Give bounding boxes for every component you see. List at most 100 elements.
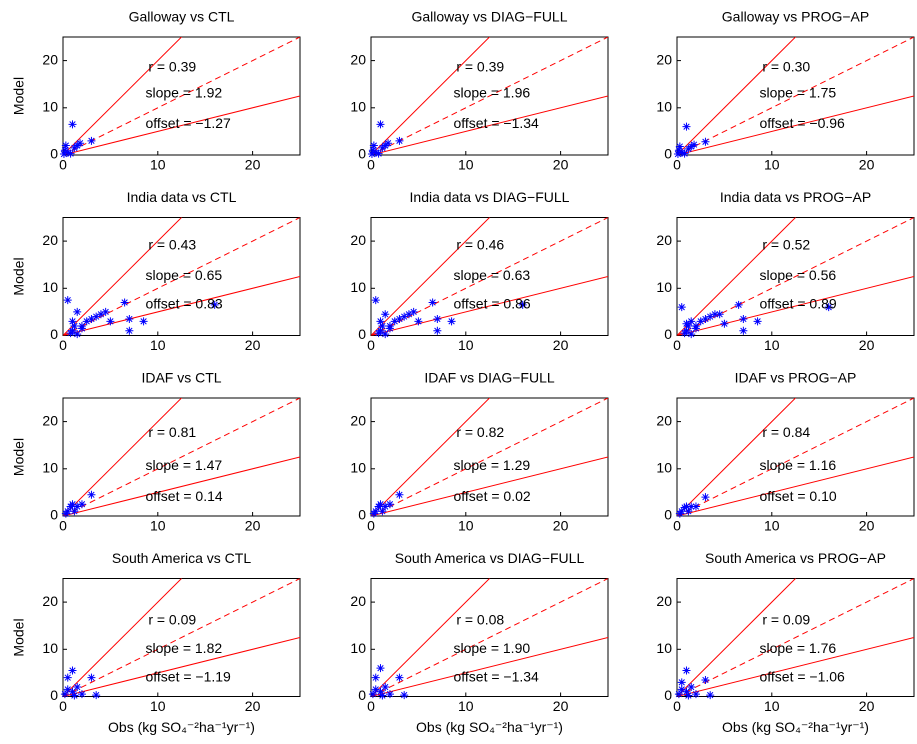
- annotation: r = 0.84: [762, 424, 810, 440]
- x-tick-label: 10: [150, 157, 166, 173]
- point: [371, 685, 380, 694]
- y-tick-label: 10: [42, 279, 58, 295]
- y-tick-label: 0: [50, 507, 58, 523]
- point: [68, 687, 77, 696]
- point: [701, 137, 710, 146]
- point: [753, 317, 762, 326]
- y-tick-label: 20: [350, 51, 366, 67]
- plot-area: [677, 578, 914, 697]
- reference-line: [371, 95, 608, 155]
- reference-line: [63, 637, 300, 697]
- point: [684, 322, 693, 331]
- plot-area: [677, 37, 914, 155]
- x-tick-label: 20: [553, 337, 569, 353]
- y-tick-label: 10: [42, 460, 58, 476]
- reference-line: [677, 37, 797, 155]
- plot-area: [677, 398, 914, 516]
- point: [706, 312, 715, 321]
- point: [675, 142, 684, 151]
- annotation: offset = 0.14: [145, 488, 222, 504]
- y-tick-label: 0: [664, 326, 672, 342]
- annotation: offset = 0.10: [759, 488, 836, 504]
- x-tick-label: 0: [367, 698, 375, 714]
- point: [715, 310, 724, 319]
- annotation: r = 0.52: [762, 237, 810, 253]
- reference-line: [677, 398, 797, 516]
- point: [701, 314, 710, 323]
- point: [371, 507, 380, 516]
- point: [824, 303, 833, 312]
- x-tick-label: 10: [458, 698, 474, 714]
- reference-line: [371, 637, 608, 697]
- point: [77, 500, 86, 509]
- point: [70, 322, 79, 331]
- plot-area: [371, 398, 608, 516]
- point: [414, 317, 423, 326]
- x-tick-label: 20: [859, 157, 875, 173]
- point: [376, 326, 385, 335]
- plot-area: [63, 398, 300, 516]
- annotation: slope = 0.65: [145, 267, 222, 283]
- x-tick-label: 0: [367, 518, 375, 534]
- point: [395, 314, 404, 323]
- chart-title: South America vs CTL: [112, 550, 251, 566]
- point: [106, 317, 115, 326]
- reference-line: [677, 398, 914, 516]
- point: [139, 317, 148, 326]
- point: [381, 310, 390, 319]
- point: [381, 683, 390, 692]
- annotation: r = 0.82: [456, 424, 504, 440]
- point: [673, 150, 682, 159]
- reference-line: [677, 276, 914, 336]
- point: [381, 330, 390, 339]
- point: [687, 683, 696, 692]
- annotation: offset = 0.89: [759, 296, 836, 312]
- annotation: slope = 1.76: [759, 640, 836, 656]
- point: [682, 122, 691, 131]
- point: [87, 673, 96, 682]
- x-tick-label: 10: [764, 337, 780, 353]
- point: [92, 312, 101, 321]
- chart-title: South America vs DIAG−FULL: [395, 550, 585, 566]
- reference-line: [63, 276, 300, 336]
- x-tick-label: 0: [367, 157, 375, 173]
- x-tick-label: 0: [673, 337, 681, 353]
- reference-line: [371, 398, 608, 516]
- y-tick-label: 10: [656, 460, 672, 476]
- point: [68, 326, 77, 335]
- chart-title: IDAF vs PROG−AP: [735, 370, 857, 386]
- annotation: offset = −1.34: [453, 115, 539, 131]
- point: [680, 503, 689, 512]
- y-axis-label: Model: [11, 77, 27, 115]
- point: [428, 298, 437, 307]
- y-tick-label: 20: [656, 51, 672, 67]
- x-tick-label: 10: [764, 518, 780, 534]
- point: [77, 690, 86, 699]
- y-tick-label: 0: [664, 146, 672, 162]
- y-tick-label: 10: [656, 99, 672, 115]
- annotation: slope = 0.56: [759, 267, 836, 283]
- y-tick-label: 0: [358, 146, 366, 162]
- point: [674, 690, 683, 699]
- point: [70, 507, 79, 516]
- y-tick-label: 20: [42, 51, 58, 67]
- annotation: r = 0.08: [456, 612, 504, 628]
- point: [682, 687, 691, 696]
- point: [381, 502, 390, 511]
- point: [371, 148, 380, 157]
- y-tick-label: 0: [358, 687, 366, 703]
- y-axis-label: Model: [11, 438, 27, 476]
- x-tick-label: 20: [553, 157, 569, 173]
- x-tick-label: 20: [245, 337, 261, 353]
- y-tick-label: 20: [350, 232, 366, 248]
- point: [378, 507, 387, 516]
- point: [734, 300, 743, 309]
- y-tick-label: 20: [656, 232, 672, 248]
- y-axis-label: Model: [11, 257, 27, 295]
- x-tick-label: 20: [859, 698, 875, 714]
- x-tick-label: 0: [367, 337, 375, 353]
- point: [682, 666, 691, 675]
- point: [720, 319, 729, 328]
- point: [691, 502, 700, 511]
